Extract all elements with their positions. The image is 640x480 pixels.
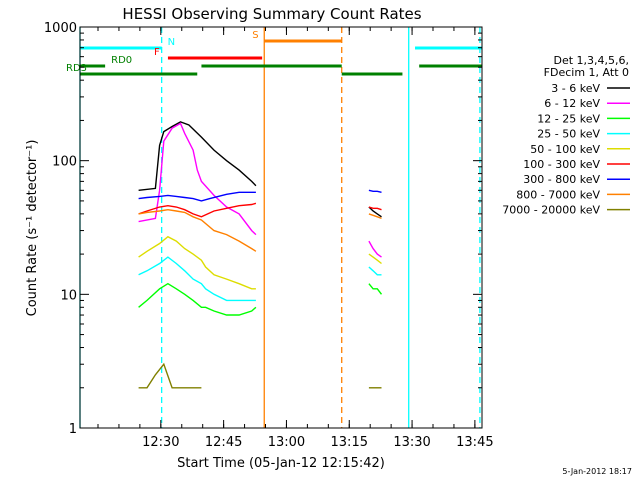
series-line (138, 235, 256, 290)
y-axis-label: Count Rate (s⁻¹ detector⁻¹) (25, 140, 40, 317)
x-tick-label: 12:45 (205, 435, 242, 450)
series-line (138, 362, 202, 389)
legend-entry-label: 12 - 25 keV (537, 112, 600, 125)
x-tick-label: 12:30 (142, 435, 179, 450)
state-bars: N S F RD0 RD3 (66, 30, 482, 76)
series-line (368, 213, 382, 220)
legend-entry-label: 800 - 7000 keV (516, 188, 600, 201)
series-line (138, 256, 256, 302)
series-line (368, 253, 382, 265)
series-lines (138, 121, 383, 389)
chart-title: HESSI Observing Summary Count Rates (122, 5, 421, 23)
series-line (138, 121, 257, 191)
y-tick-label: 100 (52, 155, 77, 170)
series-line (368, 240, 382, 258)
series-line (368, 206, 382, 218)
state-bar-label: RD0 (111, 55, 132, 66)
x-tick-label: 13:30 (393, 435, 430, 450)
state-bar-label: S (252, 30, 258, 41)
legend-entry-label: 6 - 12 keV (544, 97, 600, 110)
y-tick-label: 1 (69, 422, 77, 437)
vertical-markers (79, 27, 481, 428)
legend-entry-label: 3 - 6 keV (551, 82, 600, 95)
series-line (138, 202, 257, 218)
state-bar-label: F (154, 47, 160, 58)
state-bar-label: N (168, 37, 175, 48)
x-tick-label: 13:00 (268, 435, 305, 450)
series-line (368, 266, 382, 276)
plot-frame (79, 26, 483, 429)
series-line (368, 206, 382, 211)
series-line (138, 191, 256, 202)
series-line (138, 208, 257, 252)
series-line (138, 282, 257, 316)
legend-entry-label: 50 - 100 keV (530, 143, 600, 156)
series-line (368, 189, 382, 193)
axes: 12:30 12:45 13:00 13:15 13:30 13:45 1 10 100 1000 (44, 21, 494, 450)
y-tick-label: 1000 (44, 21, 77, 36)
legend-header: FDecim 1, Att 0 (544, 66, 629, 79)
x-axis-label: Start Time (05-Jan-12 12:15:42) (177, 456, 385, 471)
x-tick-label: 13:15 (331, 435, 368, 450)
y-tick-label: 10 (60, 288, 77, 303)
legend-entry-label: 25 - 50 keV (537, 128, 600, 141)
series-line (368, 283, 383, 295)
footer-date: 5-Jan-2012 18:17 (562, 467, 632, 476)
series-line (138, 122, 257, 236)
legend-entry-label: 7000 - 20000 keV (502, 204, 600, 217)
legend: Det 1,3,4,5,6,FDecim 1, Att 0 3 - 6 keV 6 … (502, 54, 630, 217)
legend-header: Det 1,3,4,5,6, (553, 54, 629, 67)
state-bar-label: RD3 (66, 63, 87, 74)
legend-entry-label: 100 - 300 keV (523, 158, 600, 171)
x-tick-label: 13:45 (456, 435, 493, 450)
legend-entry-label: 300 - 800 keV (523, 173, 600, 186)
